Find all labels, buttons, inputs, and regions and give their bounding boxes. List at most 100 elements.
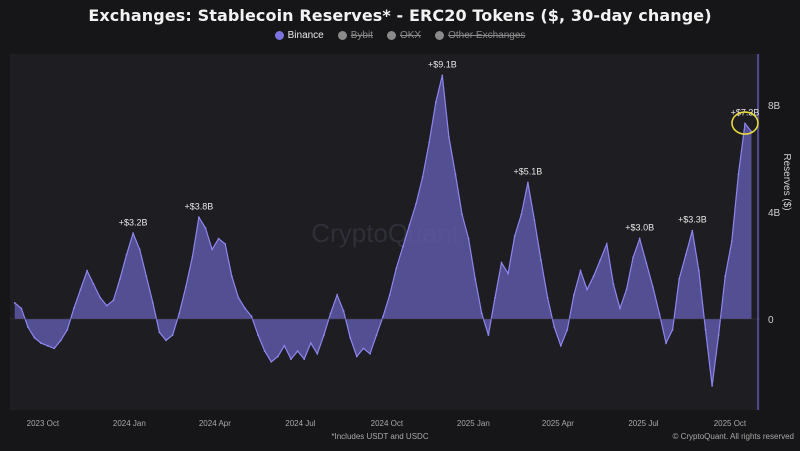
data-point — [277, 355, 279, 358]
data-point — [132, 232, 135, 235]
x-tick-label: 2024 Oct — [371, 419, 404, 428]
data-point — [638, 237, 641, 240]
data-point — [421, 176, 424, 179]
chart-title: Exchanges: Stablecoin Reserves* - ERC20 … — [88, 6, 712, 25]
data-point — [46, 344, 49, 347]
data-point — [158, 331, 161, 334]
data-point — [79, 288, 82, 291]
data-point — [257, 334, 259, 336]
annotation-label: +$3.3B — [678, 215, 707, 225]
data-point — [20, 307, 23, 310]
data-point — [434, 101, 437, 104]
legend-item-other-exchanges[interactable]: Other Exchanges — [435, 30, 525, 41]
data-point — [237, 296, 240, 299]
data-point — [487, 334, 490, 336]
data-point — [454, 173, 457, 176]
data-point — [625, 288, 628, 291]
data-point — [13, 302, 16, 304]
data-point — [671, 328, 674, 331]
data-point — [441, 74, 444, 77]
legend: Binance Bybit OKX Other Exchanges — [0, 30, 800, 41]
footnote: *Includes USDT and USDC — [331, 432, 429, 441]
data-point — [191, 256, 194, 259]
data-point — [125, 253, 128, 256]
data-point — [263, 350, 266, 352]
data-point — [138, 248, 141, 251]
data-point — [342, 310, 345, 312]
data-point — [382, 315, 384, 318]
data-point — [59, 339, 62, 342]
data-point — [632, 256, 634, 259]
data-point — [474, 277, 477, 280]
data-point — [546, 296, 549, 299]
data-point — [388, 294, 391, 296]
legend-dot — [386, 31, 396, 40]
data-point — [744, 122, 746, 125]
data-point — [711, 385, 713, 387]
data-point — [375, 334, 378, 336]
data-point — [40, 342, 42, 344]
y-tick-label: 8B — [768, 101, 781, 112]
data-point — [500, 261, 503, 264]
data-point — [586, 288, 588, 291]
data-point — [296, 350, 299, 352]
data-point — [494, 296, 496, 299]
data-point — [362, 347, 365, 350]
data-point — [691, 229, 694, 232]
data-point — [645, 261, 648, 264]
legend-item-binance[interactable]: Binance — [274, 30, 324, 41]
credit: © CryptoQuant. All rights reserved — [672, 432, 795, 441]
data-point — [349, 336, 352, 339]
x-tick-label: 2025 Apr — [542, 419, 574, 428]
data-point — [92, 283, 95, 286]
data-point — [467, 237, 470, 240]
data-point — [698, 269, 700, 272]
data-point — [540, 259, 542, 261]
data-point — [704, 328, 707, 331]
data-point — [119, 277, 121, 280]
data-point — [112, 299, 115, 302]
data-point — [309, 342, 312, 344]
data-point — [507, 272, 509, 275]
annotation-label: +$5.1B — [513, 166, 542, 176]
data-point — [527, 181, 529, 184]
data-point — [658, 312, 661, 315]
data-point — [448, 136, 450, 138]
data-point — [428, 141, 431, 144]
data-point — [665, 342, 667, 344]
data-point — [250, 315, 253, 318]
data-point — [612, 283, 615, 286]
data-point — [336, 294, 338, 296]
plot-area — [10, 54, 760, 410]
data-point — [533, 219, 536, 221]
data-point — [513, 235, 516, 237]
highlight-circle — [731, 111, 759, 135]
data-point — [605, 243, 608, 245]
data-point — [724, 275, 727, 278]
data-point — [408, 224, 411, 227]
data-point — [559, 344, 562, 347]
data-point — [369, 352, 371, 355]
data-point — [619, 307, 621, 310]
legend-dot — [337, 31, 347, 40]
data-point — [165, 339, 167, 342]
x-tick-label: 2025 Jan — [457, 419, 490, 428]
data-point — [198, 216, 200, 219]
legend-label: Binance — [287, 30, 324, 41]
data-point — [415, 203, 417, 205]
annotation-label: +$3.8B — [185, 201, 214, 211]
legend-item-bybit[interactable]: Bybit — [337, 30, 373, 41]
series-area-binance — [14, 75, 752, 386]
x-tick-label: 2024 Jan — [113, 419, 146, 428]
data-point — [53, 347, 56, 350]
data-point — [178, 312, 181, 315]
data-point — [684, 253, 687, 256]
data-point — [270, 360, 273, 363]
data-point — [329, 312, 332, 315]
legend-item-okx[interactable]: OKX — [386, 30, 421, 41]
y-tick-label: 4B — [768, 208, 781, 219]
annotation-label: +$3.0B — [625, 223, 654, 233]
data-point — [66, 328, 69, 331]
data-point — [283, 344, 286, 347]
